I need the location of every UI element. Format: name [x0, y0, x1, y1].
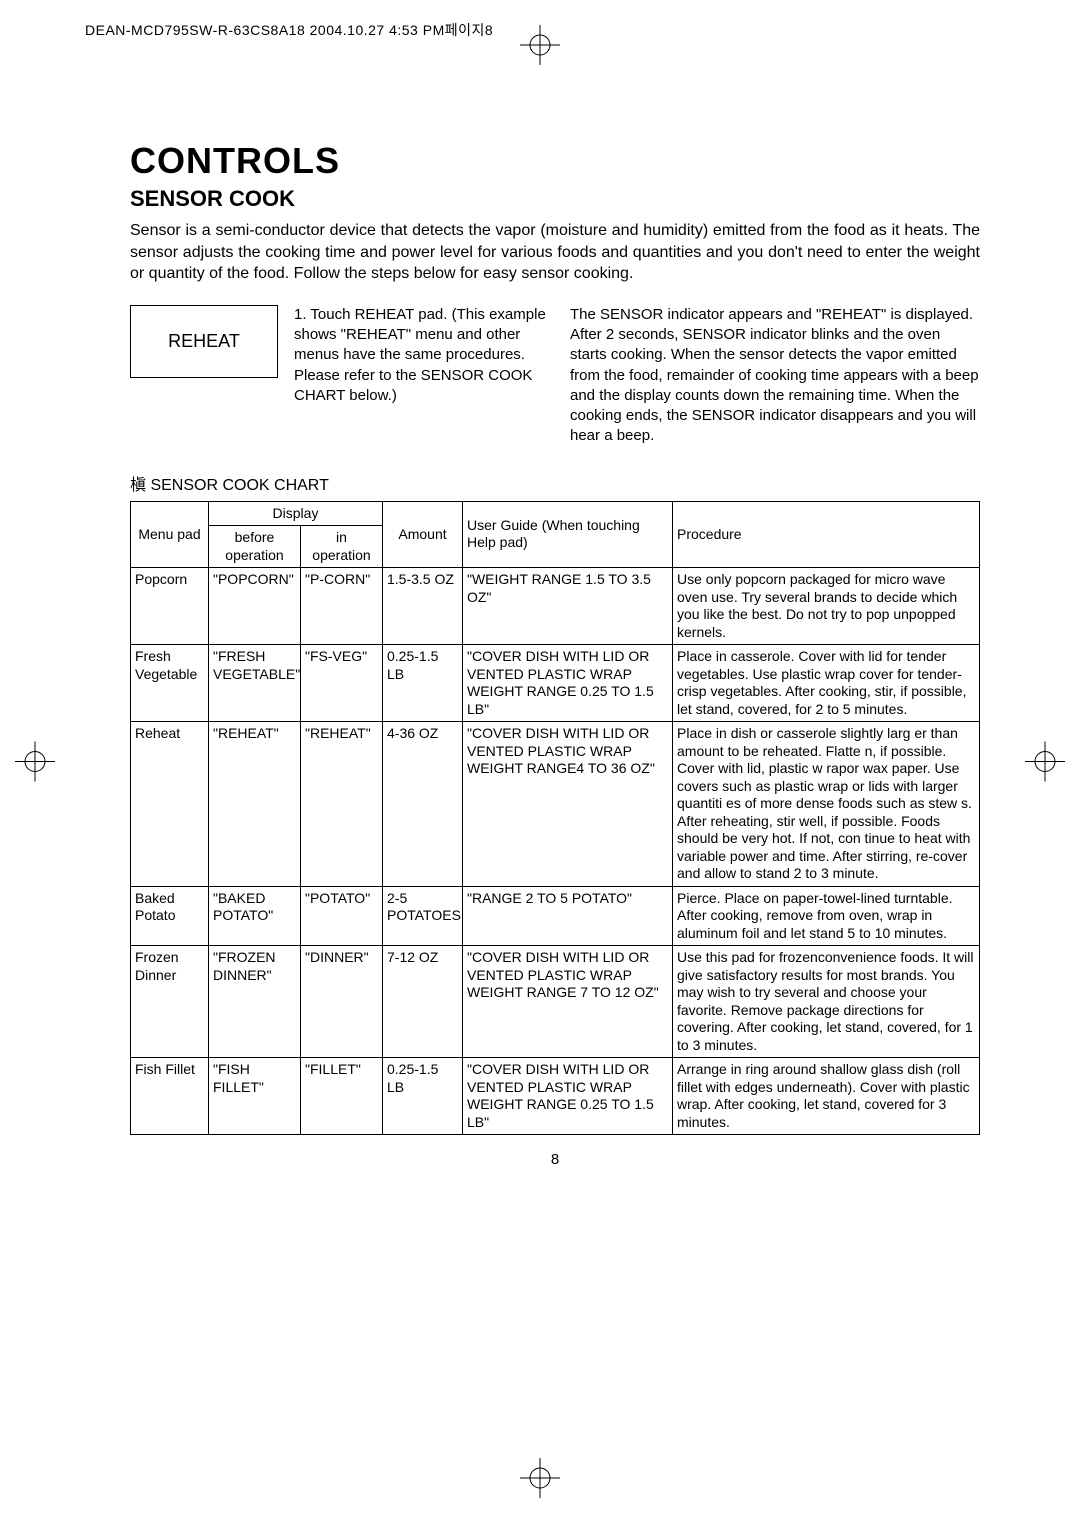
table-body: Popcorn"POPCORN""P-CORN"1.5-3.5 OZ"WEIGH… [131, 568, 980, 1135]
document-page: DEAN-MCD795SW-R-63CS8A18 2004.10.27 4:53… [0, 0, 1080, 1528]
cell-amount: 0.25-1.5 LB [383, 1058, 463, 1135]
cell-amount: 0.25-1.5 LB [383, 645, 463, 722]
cell-menu: Fresh Vegetable [131, 645, 209, 722]
cell-guide: "WEIGHT RANGE 1.5 TO 3.5 OZ" [463, 568, 673, 645]
cell-proc: Use only popcorn packaged for micro wave… [673, 568, 980, 645]
cell-proc: Pierce. Place on paper-towel-lined turnt… [673, 886, 980, 946]
cell-before: "FISH FILLET" [209, 1058, 301, 1135]
cell-amount: 4-36 OZ [383, 722, 463, 887]
step-text: 1. Touch REHEAT pad. (This example shows… [294, 305, 554, 406]
cell-inop: "POTATO" [301, 886, 383, 946]
page-title: CONTROLS [130, 140, 980, 182]
crop-mark-right [1025, 742, 1065, 787]
cell-proc: Arrange in ring around shallow glass dis… [673, 1058, 980, 1135]
section-title: SENSOR COOK [130, 186, 980, 212]
cell-guide: "COVER DISH WITH LID OR VENTED PLASTIC W… [463, 1058, 673, 1135]
th-inop: in operation [301, 526, 383, 568]
cell-guide: "COVER DISH WITH LID OR VENTED PLASTIC W… [463, 946, 673, 1058]
cell-menu: Popcorn [131, 568, 209, 645]
cell-amount: 7-12 OZ [383, 946, 463, 1058]
cell-menu: Frozen Dinner [131, 946, 209, 1058]
sensor-cook-table: Menu pad Display Amount User Guide (When… [130, 501, 980, 1136]
cell-inop: "P-CORN" [301, 568, 383, 645]
cell-proc: Place in dish or casserole slightly larg… [673, 722, 980, 887]
cell-guide: "RANGE 2 TO 5 POTATO" [463, 886, 673, 946]
explain-text: The SENSOR indicator appears and "REHEAT… [570, 305, 980, 447]
table-row: Popcorn"POPCORN""P-CORN"1.5-3.5 OZ"WEIGH… [131, 568, 980, 645]
cell-guide: "COVER DISH WITH LID OR VENTED PLASTIC W… [463, 645, 673, 722]
table-head: Menu pad Display Amount User Guide (When… [131, 501, 980, 568]
th-display: Display [209, 501, 383, 526]
reheat-step-row: REHEAT 1. Touch REHEAT pad. (This exampl… [130, 305, 980, 447]
cell-amount: 1.5-3.5 OZ [383, 568, 463, 645]
th-menu: Menu pad [131, 501, 209, 568]
crop-mark-bottom [520, 1458, 560, 1503]
file-header-meta: DEAN-MCD795SW-R-63CS8A18 2004.10.27 4:53… [85, 20, 493, 40]
page-number: 8 [130, 1151, 980, 1168]
table-row: Baked Potato"BAKED POTATO""POTATO"2-5 PO… [131, 886, 980, 946]
table-row: Fresh Vegetable"FRESH VEGETABLE""FS-VEG"… [131, 645, 980, 722]
th-amount: Amount [383, 501, 463, 568]
cell-proc: Place in casserole. Cover with lid for t… [673, 645, 980, 722]
reheat-box: REHEAT [130, 305, 278, 378]
cell-menu: Reheat [131, 722, 209, 887]
page-content: CONTROLS SENSOR COOK Sensor is a semi-co… [130, 140, 980, 1168]
crop-mark-top [520, 25, 560, 70]
cell-inop: "FS-VEG" [301, 645, 383, 722]
crop-mark-left [15, 742, 55, 787]
cell-inop: "REHEAT" [301, 722, 383, 887]
cell-amount: 2-5 POTATOES [383, 886, 463, 946]
cell-inop: "DINNER" [301, 946, 383, 1058]
cell-menu: Fish Fillet [131, 1058, 209, 1135]
cell-before: "REHEAT" [209, 722, 301, 887]
cell-proc: Use this pad for frozenconvenience foods… [673, 946, 980, 1058]
table-row: Frozen Dinner"FROZEN DINNER""DINNER"7-12… [131, 946, 980, 1058]
table-row: Reheat"REHEAT""REHEAT"4-36 OZ"COVER DISH… [131, 722, 980, 887]
chart-title: 槇 SENSOR COOK CHART [130, 471, 980, 495]
cell-inop: "FILLET" [301, 1058, 383, 1135]
cell-guide: "COVER DISH WITH LID OR VENTED PLASTIC W… [463, 722, 673, 887]
table-row: Fish Fillet"FISH FILLET""FILLET"0.25-1.5… [131, 1058, 980, 1135]
th-before: before operation [209, 526, 301, 568]
cell-before: "POPCORN" [209, 568, 301, 645]
cell-before: "BAKED POTATO" [209, 886, 301, 946]
th-guide: User Guide (When touching Help pad) [463, 501, 673, 568]
cell-before: "FROZEN DINNER" [209, 946, 301, 1058]
cell-before: "FRESH VEGETABLE" [209, 645, 301, 722]
cell-menu: Baked Potato [131, 886, 209, 946]
th-procedure: Procedure [673, 501, 980, 568]
intro-paragraph: Sensor is a semi-conductor device that d… [130, 220, 980, 285]
